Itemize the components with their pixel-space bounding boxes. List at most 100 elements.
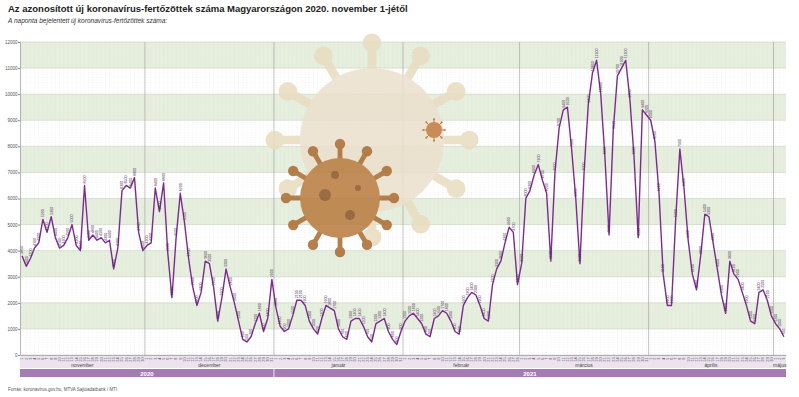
data-label: 11300 <box>595 49 599 59</box>
tick-mark <box>18 199 20 200</box>
tick: 4000 <box>7 249 20 254</box>
tick-label: 2000 <box>7 301 18 306</box>
virus-spike-tip <box>288 166 298 176</box>
virus-spike-tip <box>335 139 345 149</box>
virus-spike-tip <box>425 121 427 123</box>
data-label: 1400 <box>266 308 270 316</box>
tick: 11000 <box>5 66 20 71</box>
tick-mark <box>18 146 20 147</box>
data-label: 5100 <box>183 212 187 220</box>
year-label: 2021 <box>523 371 537 377</box>
data-label: 500 <box>370 334 374 340</box>
data-label: 1600 <box>445 303 449 311</box>
data-label: 6300 <box>528 181 532 189</box>
tick: 12000 <box>5 40 20 45</box>
tick-label: 6000 <box>7 196 18 201</box>
data-label: 900 <box>262 324 266 330</box>
data-label: 1900 <box>745 295 749 303</box>
data-label: 10800 <box>591 61 595 71</box>
data-label: 5000 <box>70 215 74 223</box>
data-label: 6400 <box>154 178 158 186</box>
data-label: 2600 <box>212 277 216 285</box>
chart: Az azonosított új koronavírus-fertőzötte… <box>0 0 799 397</box>
data-label: 3100 <box>691 264 695 272</box>
data-label: 2900 <box>270 269 274 277</box>
data-label: 9500 <box>566 97 570 105</box>
data-label: 1400 <box>358 308 362 316</box>
axis-line <box>21 355 787 356</box>
data-label: 900 <box>399 324 403 330</box>
virus-spike-tip <box>281 193 291 203</box>
series-line <box>22 60 784 344</box>
tick-mark <box>18 277 20 278</box>
data-label: 1800 <box>274 298 278 306</box>
month-separator <box>648 42 649 368</box>
virus-body <box>300 158 380 238</box>
data-label: 1400 <box>320 308 324 316</box>
month-label: január <box>331 362 346 368</box>
tick-mark <box>18 94 20 95</box>
data-label: 1200 <box>753 314 757 322</box>
data-label: 6200 <box>657 183 661 191</box>
data-label: 9000 <box>649 110 653 118</box>
tick: 6000 <box>7 196 20 201</box>
year-strip <box>20 369 786 377</box>
virus-spike-tip <box>265 131 284 150</box>
data-label: 2600 <box>229 277 233 285</box>
illustration <box>265 33 478 257</box>
year-separator <box>273 369 274 377</box>
virus-spot <box>319 189 331 201</box>
tick: 8000 <box>7 144 20 149</box>
data-label: 2100 <box>766 290 770 298</box>
data-label: 600 <box>391 331 395 337</box>
data-label: 1200 <box>420 314 424 322</box>
data-labels: 3800340037004100430052004700530045004100… <box>20 49 786 343</box>
tick-label: 7000 <box>7 170 18 175</box>
data-label: 2200 <box>170 288 174 296</box>
data-label: 400 <box>395 337 399 343</box>
data-label: 9600 <box>587 95 591 103</box>
month-separator <box>519 42 520 368</box>
tick: 7000 <box>7 170 20 175</box>
tick-mark <box>18 303 20 304</box>
data-label: 6200 <box>179 183 183 191</box>
virus-spike-tip <box>460 131 479 150</box>
data-label: 6000 <box>524 189 528 197</box>
y-axis: 0100020003000400050006000700080009000100… <box>5 40 21 358</box>
data-label: 2700 <box>491 275 495 283</box>
data-label: 3500 <box>208 254 212 262</box>
data-label: 3300 <box>224 259 228 267</box>
source: Forrás: koronavirus.gov.hu, MTVA Sajtóad… <box>8 387 117 392</box>
tick-label: 9000 <box>7 118 18 123</box>
tick-label: 3000 <box>7 275 18 280</box>
data-label: 5300 <box>50 207 54 215</box>
data-label: 1500 <box>770 306 774 314</box>
data-label: 2700 <box>516 275 520 283</box>
data-label: 4400 <box>686 230 690 238</box>
data-label: 2500 <box>695 280 699 288</box>
data-label: 5200 <box>41 209 45 217</box>
virus-spike-tip <box>314 46 333 65</box>
data-label: 6400 <box>129 178 133 186</box>
data-label: 4100 <box>116 238 120 246</box>
data-label: 4600 <box>607 225 611 233</box>
virus-spike-tip <box>433 140 435 142</box>
virus-spike-tip <box>362 146 372 156</box>
data-label: 1600 <box>724 303 728 311</box>
data-label: 4200 <box>62 235 66 243</box>
month-label: május <box>773 362 787 368</box>
tick: 2000 <box>7 301 20 306</box>
data-label: 4700 <box>137 222 141 230</box>
data-label: 7900 <box>570 139 574 147</box>
data-label: 1000 <box>287 319 291 327</box>
data-label: 3400 <box>25 256 29 264</box>
virus-spike-tip <box>425 137 427 139</box>
data-label: 9800 <box>628 89 632 97</box>
data-label: 6400 <box>682 178 686 186</box>
subtitle: A naponta bejelentett új koronavírus-fer… <box>7 17 167 25</box>
tick-mark <box>18 329 20 330</box>
year-label: 2020 <box>140 371 154 377</box>
data-label: 1300 <box>487 311 491 319</box>
data-label: 7000 <box>553 162 557 170</box>
data-label: 3700 <box>187 248 191 256</box>
